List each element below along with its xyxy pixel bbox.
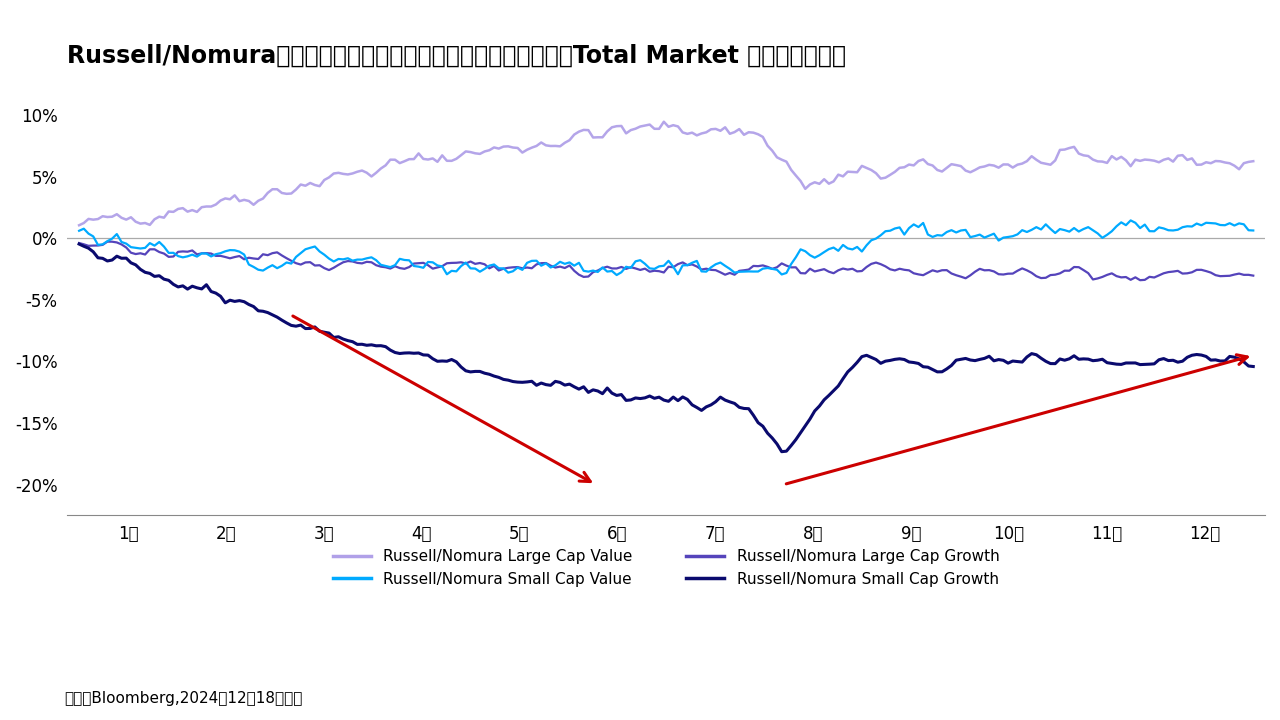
Text: Russell/Nomura日本株インデックスの相対パフォーマンス（対Total Market インデックス）: Russell/Nomura日本株インデックスの相対パフォーマンス（対Total… (68, 44, 846, 68)
Text: 出所：Bloomberg,2024年12月18日現在: 出所：Bloomberg,2024年12月18日現在 (64, 690, 302, 706)
Legend: Russell/Nomura Large Cap Value, Russell/Nomura Small Cap Value, Russell/Nomura L: Russell/Nomura Large Cap Value, Russell/… (326, 543, 1006, 593)
